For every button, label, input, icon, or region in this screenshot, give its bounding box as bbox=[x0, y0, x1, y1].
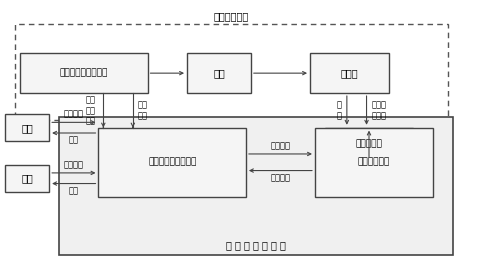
Text: 控制命令: 控制命令 bbox=[271, 141, 290, 150]
Text: 驾驶指令: 驾驶指令 bbox=[64, 160, 84, 169]
Text: 油
压: 油 压 bbox=[337, 101, 342, 120]
Text: 集控: 集控 bbox=[21, 123, 33, 133]
Text: 主机（发动机系统）: 主机（发动机系统） bbox=[60, 69, 108, 78]
Bar bbox=[15, 24, 448, 120]
Bar bbox=[20, 53, 148, 93]
Text: 状态: 状态 bbox=[69, 136, 79, 145]
Bar bbox=[5, 114, 49, 141]
Bar bbox=[5, 165, 49, 192]
Bar bbox=[59, 117, 453, 255]
Bar bbox=[187, 53, 251, 93]
Text: 状态: 状态 bbox=[69, 186, 79, 195]
Text: 螺距桨: 螺距桨 bbox=[340, 68, 358, 78]
Text: 船舶动力系统: 船舶动力系统 bbox=[214, 11, 249, 21]
Text: 状态反馈: 状态反馈 bbox=[271, 173, 290, 182]
Text: 主机
转速
控制: 主机 转速 控制 bbox=[86, 95, 96, 125]
Text: 螺距桨驱动: 螺距桨驱动 bbox=[356, 139, 382, 148]
Bar bbox=[315, 128, 433, 197]
Text: 传动: 传动 bbox=[213, 68, 225, 78]
Bar bbox=[325, 128, 413, 160]
Bar bbox=[310, 53, 389, 93]
Text: 全数字式调距桨控制: 全数字式调距桨控制 bbox=[148, 158, 196, 167]
Text: 调 距 桨 控 制 系 统: 调 距 桨 控 制 系 统 bbox=[226, 240, 286, 250]
Text: 主机
状态: 主机 状态 bbox=[138, 101, 148, 120]
Bar bbox=[98, 128, 246, 197]
Text: 电液控制系统: 电液控制系统 bbox=[358, 158, 390, 167]
Text: 操作指令: 操作指令 bbox=[64, 109, 84, 118]
Text: 驾控: 驾控 bbox=[21, 173, 33, 183]
Text: 位置传
感信号: 位置传 感信号 bbox=[371, 101, 386, 120]
